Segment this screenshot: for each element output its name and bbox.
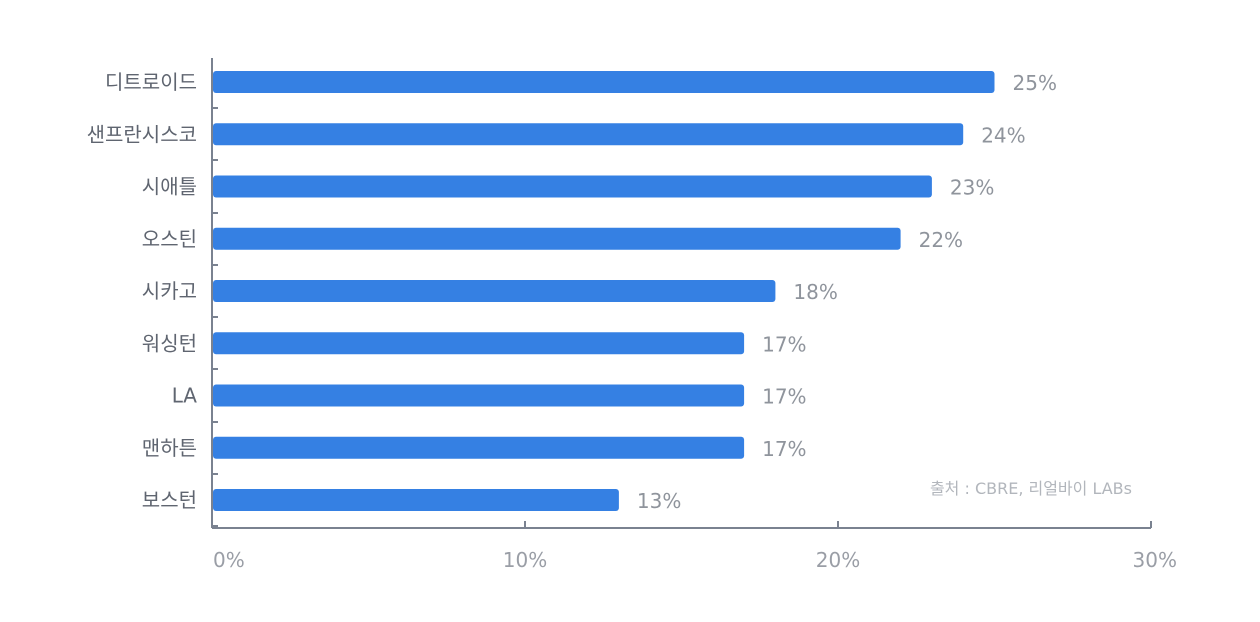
value-label: 23% bbox=[950, 176, 994, 200]
bar bbox=[213, 436, 745, 459]
category-label: 워싱턴 bbox=[142, 331, 197, 355]
category-label: 오스틴 bbox=[142, 227, 197, 251]
bar bbox=[213, 280, 776, 302]
x-tick-labels: 0% 10% 20% 30% bbox=[213, 548, 1177, 572]
value-label: 18% bbox=[793, 280, 837, 304]
value-label: 17% bbox=[762, 332, 806, 356]
category-label: 맨하튼 bbox=[142, 436, 197, 460]
bar bbox=[213, 384, 745, 407]
category-label: 샌프란시스코 bbox=[87, 122, 197, 146]
value-labels: 25% 24% 23% 22% 18% 17% 17% 17% 13% bbox=[637, 71, 1057, 513]
bar bbox=[213, 489, 619, 511]
x-tick-label: 30% bbox=[1133, 548, 1177, 572]
value-label: 24% bbox=[981, 123, 1025, 147]
value-label: 22% bbox=[919, 228, 963, 252]
value-label: 17% bbox=[762, 437, 806, 461]
x-tick-label: 0% bbox=[213, 548, 245, 572]
category-label: 디트로이드 bbox=[105, 70, 197, 94]
bar bbox=[213, 123, 964, 146]
value-label: 13% bbox=[637, 489, 681, 513]
category-label: 시애틀 bbox=[142, 175, 197, 199]
category-label: 보스턴 bbox=[142, 488, 197, 512]
value-label: 17% bbox=[762, 385, 806, 409]
bar bbox=[213, 175, 932, 198]
axes bbox=[211, 58, 1152, 529]
source-note: 출처 : CBRE, 리얼바이 LABs bbox=[930, 479, 1132, 498]
bar bbox=[213, 227, 901, 250]
x-tick-label: 10% bbox=[503, 548, 547, 572]
bars bbox=[213, 71, 995, 511]
value-label: 25% bbox=[1013, 71, 1057, 95]
category-label: 시카고 bbox=[142, 279, 197, 303]
category-label: LA bbox=[172, 384, 198, 408]
bar bbox=[213, 71, 995, 93]
x-tick-label: 20% bbox=[816, 548, 860, 572]
bar bbox=[213, 332, 745, 355]
